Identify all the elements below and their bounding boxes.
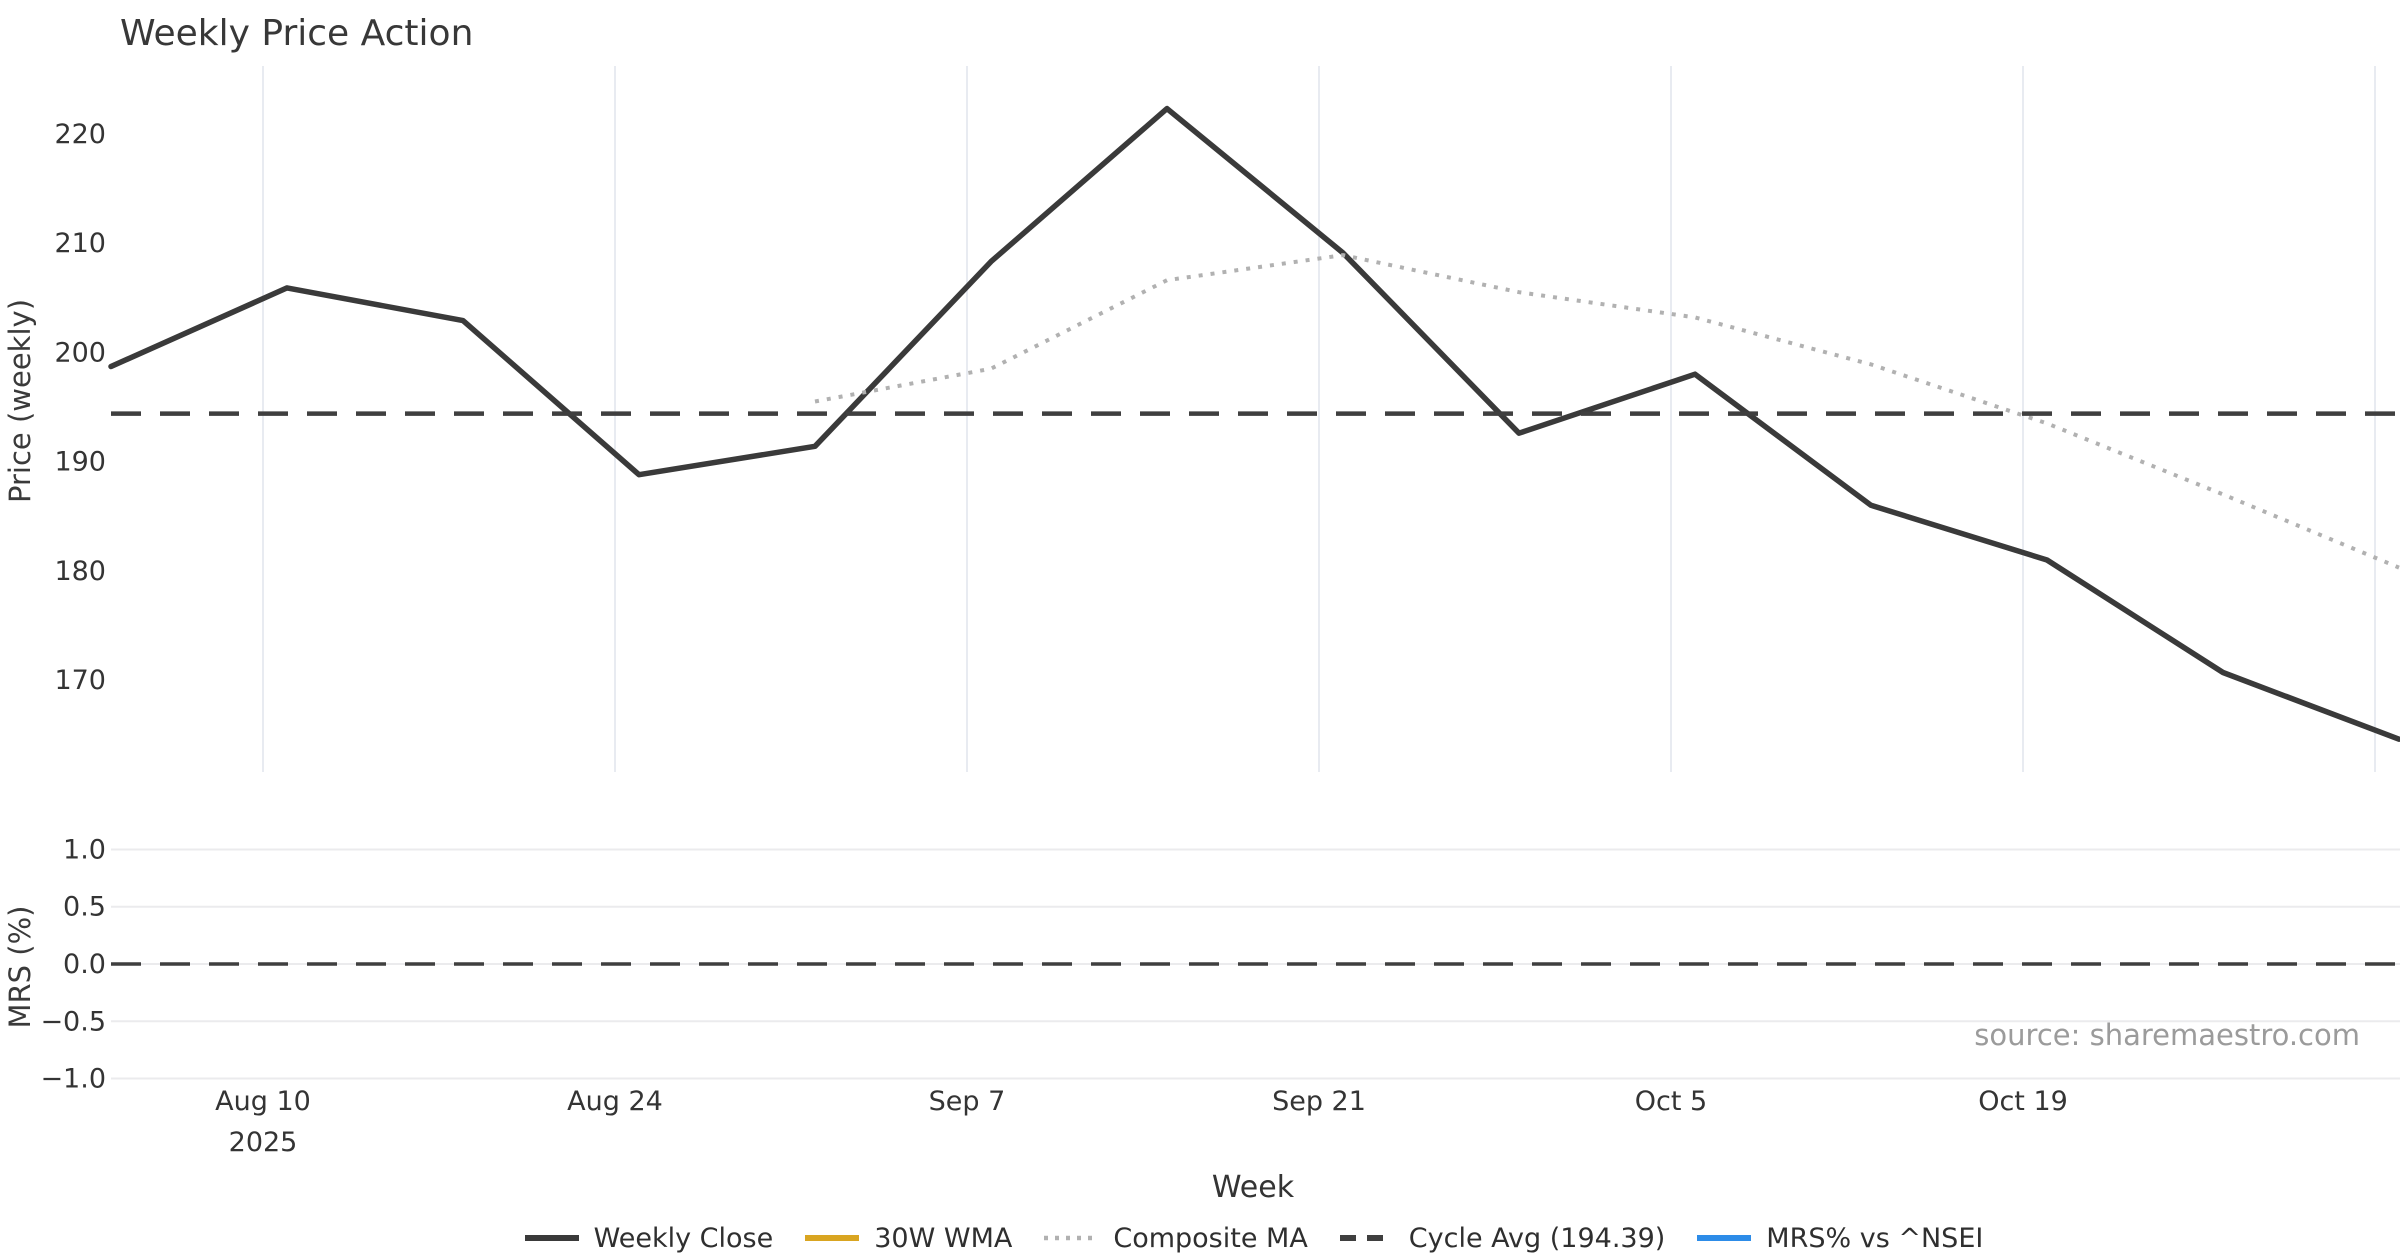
legend-item-weekly-close: Weekly Close [523,1222,774,1254]
chart-title: Weekly Price Action [120,13,474,54]
x-tick-label: Oct 19 [1978,1086,2068,1117]
x-tick-label: Aug 24 [567,1086,663,1117]
legend-swatch-solid [524,1235,579,1241]
legend-label: MRS% vs ^NSEI [1766,1222,1984,1254]
x-tick-label: Oct 5 [1635,1086,1707,1117]
legend-item-mrs-vs-nsei: MRS% vs ^NSEI [1695,1223,1983,1254]
mrs-ytick-label: 1.0 [63,834,106,865]
price-ytick-label: 190 [54,447,106,478]
legend-label: 30W WMA [874,1222,1013,1254]
legend-item-composite-ma: Composite MA [1042,1222,1308,1254]
legend-label: Weekly Close [593,1222,774,1254]
price-ytick-label: 170 [54,665,106,696]
legend: Weekly Close 30W WMA Composite MA Cycle Avg… [0,1218,2400,1258]
legend-label: Composite MA [1113,1222,1308,1254]
mrs-ytick-label: −0.5 [40,1006,106,1037]
x-axis-label: Week [1211,1170,1295,1205]
source-text: source: sharemaestro.com [1974,1018,2360,1052]
x-tick-label: Aug 10 [215,1086,311,1117]
x-tick-label: Sep 21 [1272,1086,1366,1117]
mrs-ytick-label: −1.0 [40,1064,106,1095]
legend-swatch-dashed [1339,1235,1394,1241]
price-axis-label: Price (weekly) [3,298,37,503]
x-tick-label: Sep 7 [929,1086,1006,1117]
series-weekly-close [108,105,2400,742]
mrs-axis-label: MRS (%) [3,905,37,1029]
price-ytick-label: 220 [54,119,106,150]
price-ytick-label: 210 [54,228,106,259]
price-ytick-label: 180 [54,556,106,587]
legend-item-cycle-avg-194-39: Cycle Avg (194.39) [1338,1222,1666,1254]
legend-swatch-solid [805,1235,860,1241]
mrs-ytick-label: 0.0 [63,949,106,980]
legend-item-30w-wma: 30W WMA [803,1223,1012,1254]
mrs-ytick-label: 0.5 [63,892,106,923]
legend-swatch-dotted [1044,1235,1099,1241]
x-tick-year-label: 2025 [229,1127,298,1158]
legend-label: Cycle Avg (194.39) [1408,1222,1666,1254]
legend-swatch-solid [1697,1235,1752,1241]
price-ytick-label: 200 [54,337,106,368]
series-composite-ma [814,253,2400,570]
